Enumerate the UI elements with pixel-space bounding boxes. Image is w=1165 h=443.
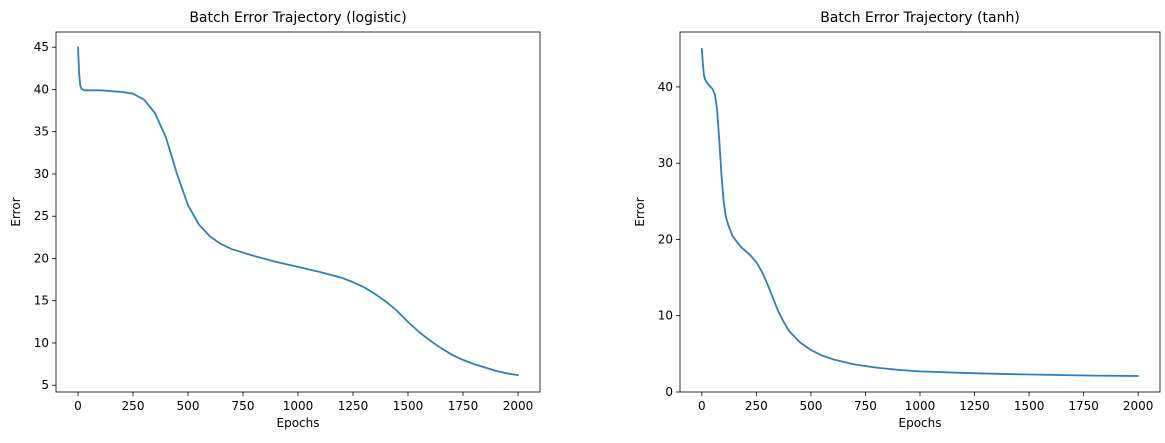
x-tick-label: 0: [74, 399, 82, 413]
chart-title: Batch Error Trajectory (logistic): [189, 10, 406, 26]
chart-logistic: 0 250 500 750 1000 1250 1500 1750 2000 5 10 15 20 25 3…: [9, 10, 541, 430]
x-tick-label: 1250: [959, 399, 990, 413]
chart-tanh: 0 250 500 750 1000 1250 1500 1750 2000 0 10 20 30 40 B…: [633, 10, 1161, 430]
x-tick-label: 2000: [1123, 399, 1154, 413]
series-line: [700, 47, 1140, 377]
y-tick-label: 10: [658, 309, 673, 323]
x-tick-label: 1000: [905, 399, 936, 413]
plot-frame: [679, 31, 1161, 393]
y-tick-label: 30: [658, 156, 673, 170]
y-tick-label: 30: [34, 167, 49, 181]
x-tick-label: 2000: [503, 399, 534, 413]
y-tick-label: 5: [41, 378, 49, 392]
x-tick-label: 250: [745, 399, 768, 413]
x-tick-label: 750: [232, 399, 255, 413]
y-tick-label: 25: [34, 209, 49, 223]
x-axis-label: Epochs: [277, 416, 320, 430]
x-tick-label: 1000: [283, 399, 314, 413]
x-tick-label: 500: [177, 399, 200, 413]
y-tick-label: 20: [658, 232, 673, 246]
y-tick-label: 15: [34, 294, 49, 308]
y-axis-label: Error: [9, 197, 23, 226]
y-tick-label: 10: [34, 336, 49, 350]
y-tick-label: 40: [658, 80, 673, 94]
y-tick-label: 45: [34, 40, 49, 54]
x-tick-label: 1500: [393, 399, 424, 413]
x-tick-label: 250: [122, 399, 145, 413]
plot-frame: [55, 31, 541, 393]
x-tick-label: 750: [854, 399, 877, 413]
y-axis-label: Error: [633, 197, 647, 226]
y-tick-label: 20: [34, 251, 49, 265]
y-tick-label: 0: [665, 385, 673, 399]
series-line: [77, 46, 519, 377]
x-tick-label: 1750: [448, 399, 479, 413]
x-tick-label: 1500: [1014, 399, 1045, 413]
x-tick-label: 1250: [338, 399, 369, 413]
chart-title: Batch Error Trajectory (tanh): [820, 10, 1020, 26]
x-tick-label: 500: [799, 399, 822, 413]
y-tick-label: 40: [34, 82, 49, 96]
x-tick-label: 0: [698, 399, 706, 413]
y-tick-label: 35: [34, 125, 49, 139]
x-tick-label: 1750: [1068, 399, 1099, 413]
x-axis-label: Epochs: [899, 416, 942, 430]
